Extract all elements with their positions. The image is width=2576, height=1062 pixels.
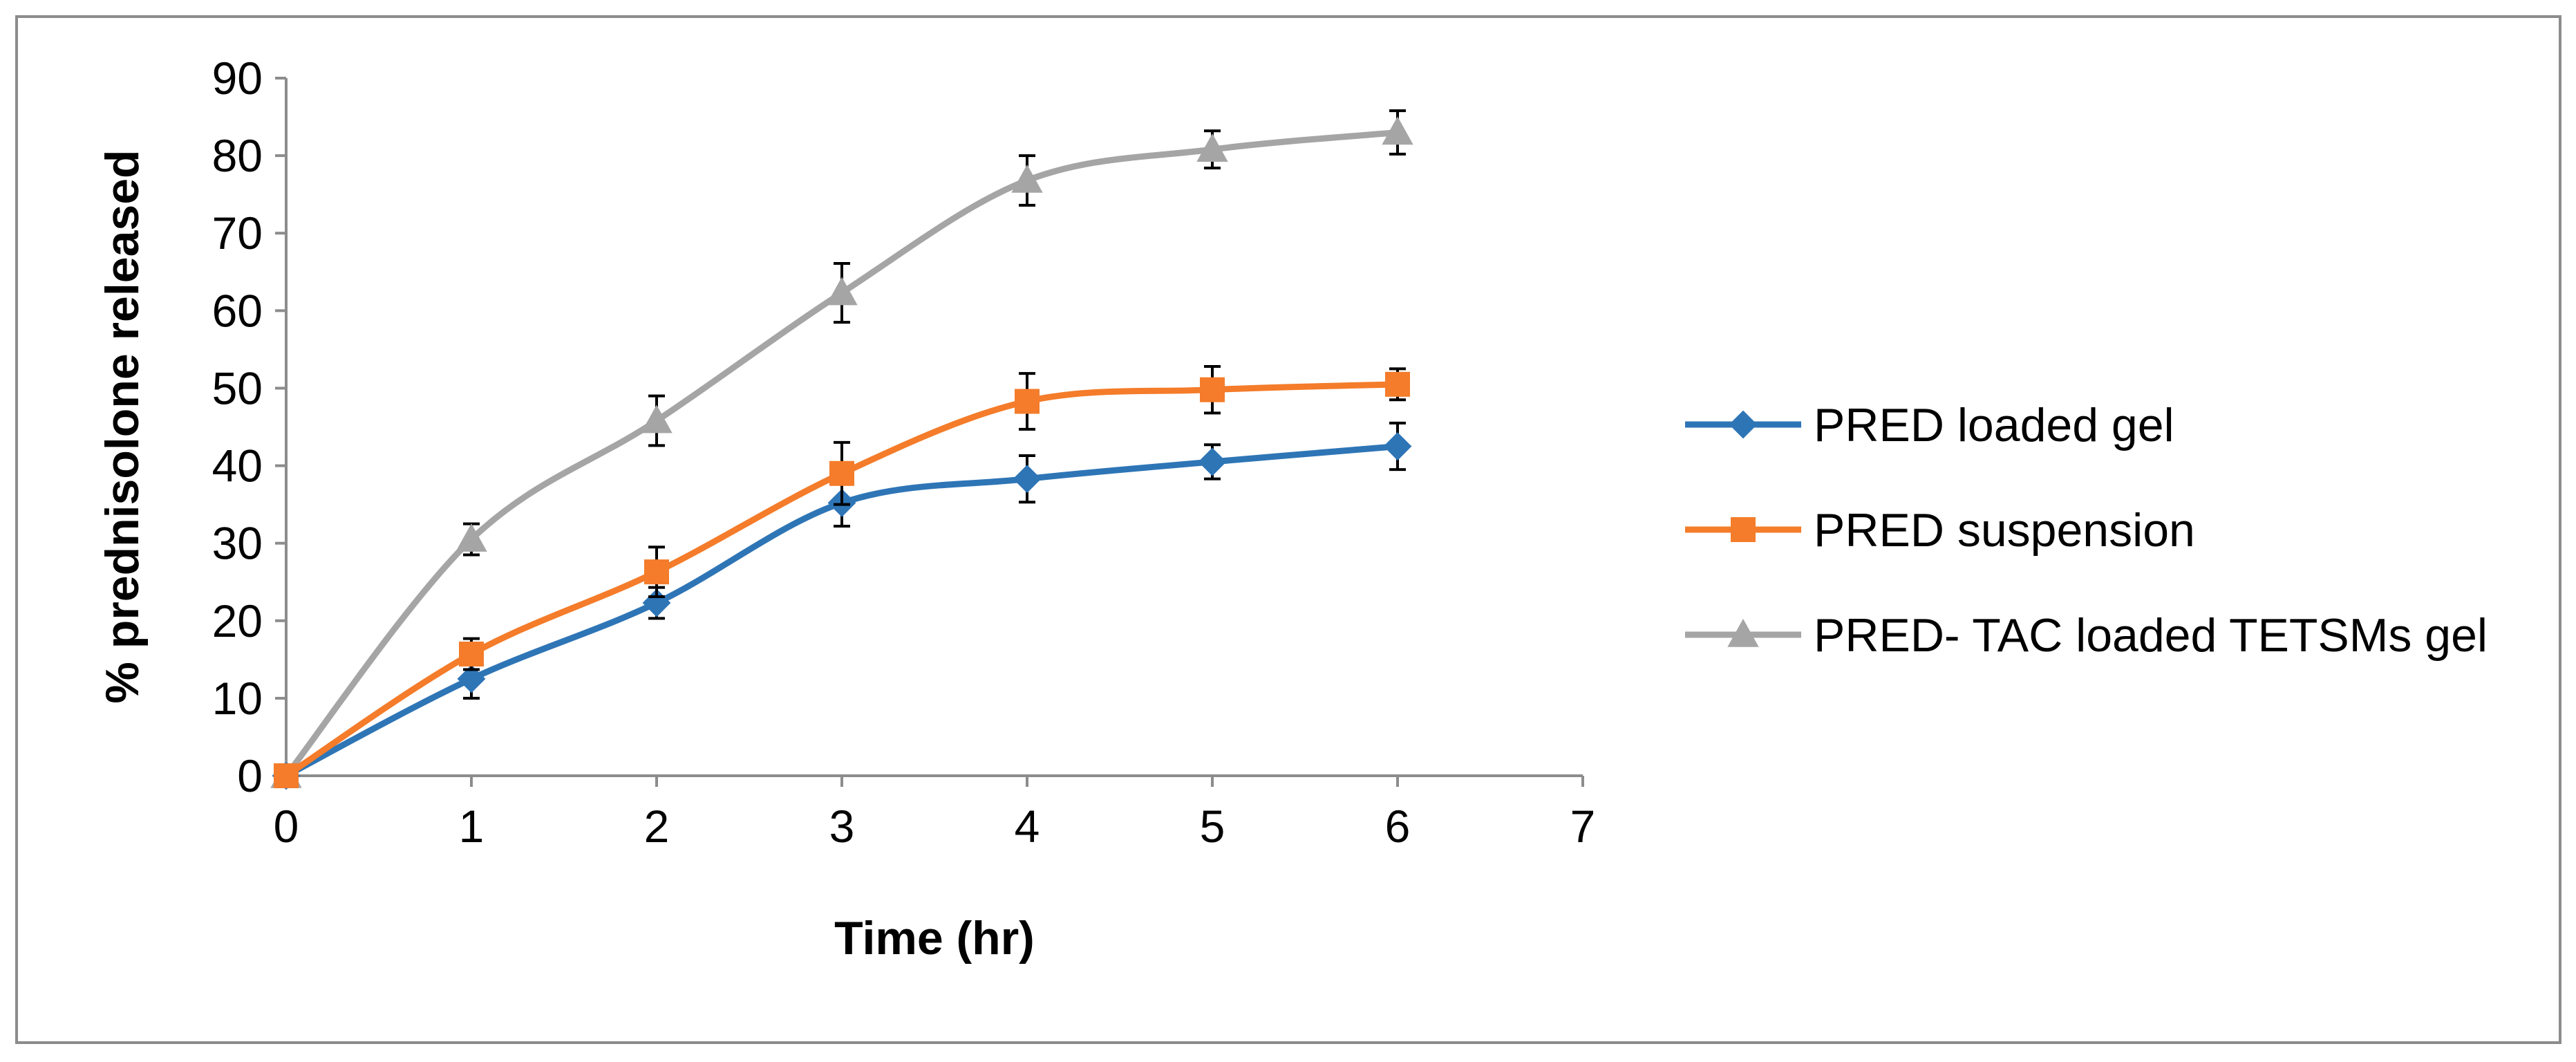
- legend-item-pred-tac-loaded-tetsms-gel: PRED- TAC loaded TETSMs gel: [1685, 609, 2488, 662]
- series-points-pred-tac-loaded-tetsms-gel: [270, 109, 1413, 788]
- data-point-pred-suspension: [459, 641, 484, 667]
- y-tick-label: 10: [212, 673, 263, 724]
- y-tick-label: 70: [212, 207, 263, 259]
- series-points-pred-suspension: [274, 365, 1410, 788]
- data-point-pred-loaded-gel: [457, 664, 486, 693]
- y-tick-label: 30: [212, 518, 263, 569]
- x-tick-label: 5: [1200, 801, 1225, 852]
- data-point-pred-tac-loaded-tetsms-gel: [1196, 133, 1228, 162]
- data-point-pred-tac-loaded-tetsms-gel: [641, 404, 673, 434]
- data-point-pred-suspension: [274, 763, 299, 788]
- data-point-pred-suspension: [1015, 389, 1040, 414]
- legend-item-pred-loaded-gel: PRED loaded gel: [1685, 399, 2174, 451]
- y-tick-label: 20: [212, 595, 263, 646]
- y-tick-label: 40: [212, 440, 263, 492]
- data-point-pred-tac-loaded-tetsms-gel: [826, 277, 858, 306]
- x-tick-label: 3: [829, 801, 855, 852]
- data-point-pred-tac-loaded-tetsms-gel: [1011, 164, 1043, 193]
- data-point-pred-suspension: [1200, 377, 1225, 402]
- chart-frame: [15, 15, 2561, 1044]
- x-tick-label: 0: [274, 801, 299, 852]
- x-tick-label: 6: [1385, 801, 1411, 852]
- x-tick-label: 1: [459, 801, 485, 852]
- y-axis-title: % prednisolone released: [96, 149, 149, 703]
- y-tick-label: 80: [212, 130, 263, 181]
- y-tick-label: 0: [237, 750, 263, 801]
- legend: PRED loaded gel PRED suspension PRED- TAC …: [1685, 399, 2488, 662]
- legend-marker-pred-suspension: [1731, 517, 1756, 542]
- legend-item-pred-suspension: PRED suspension: [1685, 504, 2195, 557]
- legend-label: PRED suspension: [1814, 504, 2195, 557]
- data-point-pred-tac-loaded-tetsms-gel: [455, 523, 487, 552]
- data-point-pred-loaded-gel: [1383, 432, 1412, 460]
- data-point-pred-suspension: [829, 460, 854, 486]
- y-tick-label: 60: [212, 285, 263, 336]
- y-axis-ticks: 0 10 20 30 40 50 60 70 80 90: [212, 53, 286, 801]
- y-tick-label: 90: [212, 53, 263, 104]
- series-layer: [270, 109, 1413, 790]
- data-point-pred-suspension: [644, 559, 669, 585]
- data-point-pred-tac-loaded-tetsms-gel: [1382, 116, 1413, 145]
- x-tick-label: 4: [1015, 801, 1040, 852]
- legend-label: PRED- TAC loaded TETSMs gel: [1814, 609, 2488, 662]
- data-point-pred-loaded-gel: [1198, 447, 1227, 476]
- data-point-pred-loaded-gel: [1013, 465, 1042, 494]
- x-axis-ticks: 0 1 2 3 4 5 6 7: [274, 776, 1596, 852]
- x-tick-label: 7: [1570, 801, 1596, 852]
- data-point-pred-suspension: [1385, 371, 1410, 397]
- y-tick-label: 50: [212, 362, 263, 413]
- legend-marker-pred-loaded-gel: [1729, 410, 1758, 439]
- x-axis-title: Time (hr): [834, 912, 1035, 965]
- x-tick-label: 2: [644, 801, 670, 852]
- legend-label: PRED loaded gel: [1814, 399, 2174, 451]
- legend-marker-pred-tac-loaded-tetsms-gel: [1727, 618, 1759, 647]
